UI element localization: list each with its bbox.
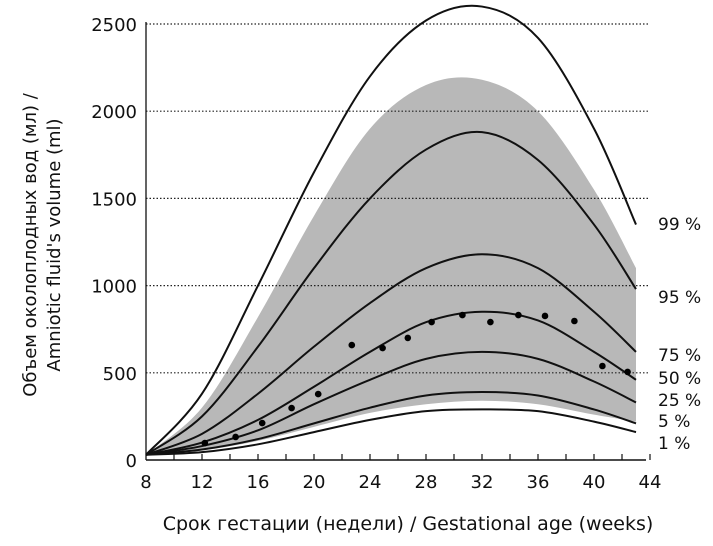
x-tick-label: 28 [415,472,438,493]
y-tick-label: 1000 [91,277,137,298]
y-tick-label: 2000 [91,102,137,123]
percentile-curve [145,310,637,456]
data-point [428,318,435,326]
data-point [348,341,356,349]
data-point [624,368,631,376]
x-tick-label: 8 [140,472,151,493]
percentile-label: 5 % [658,412,690,432]
y-axis-label-line1: Объем околоплодных вод (мл) / [20,92,41,397]
data-point [599,362,606,370]
percentile-curve [145,253,637,456]
data-point [571,317,578,325]
y-axis-label-line2: Amniotic fluid's volume (ml) [44,118,65,371]
data-point [201,439,209,447]
data-point [459,311,466,319]
percentile-label: 99 % [658,215,701,235]
x-tick-label: 32 [471,472,494,493]
data-point [288,404,295,412]
percentile-label: 25 % [658,391,701,411]
x-tick-label: 40 [583,472,606,493]
data-point [232,433,239,441]
percentile-curve [145,4,637,456]
x-tick-label: 12 [191,472,214,493]
x-tick-label: 44 [639,472,662,493]
y-tick-label: 0 [126,451,137,472]
data-point [314,390,322,398]
percentile-band [146,77,636,455]
data-point [404,334,412,342]
x-tick-label: 36 [527,472,550,493]
data-point [515,311,522,319]
percentile-curve [145,408,637,456]
percentile-label: 75 % [658,346,701,366]
percentile-label: 1 % [658,434,690,454]
data-point [258,419,266,427]
y-tick-label: 500 [103,364,137,385]
data-point [379,344,386,352]
percentile-curve [145,350,637,456]
y-tick-label: 1500 [91,189,137,210]
x-tick-label: 24 [359,472,382,493]
percentile-label: 95 % [658,288,701,308]
data-point [487,318,494,326]
percentile-curve [145,390,637,456]
x-tick-label: 16 [247,472,270,493]
percentile-label: 50 % [658,369,701,389]
x-axis-label: Срок гестации (недели) / Gestational age… [163,513,654,535]
data-point [541,312,549,320]
percentile-curve [145,130,637,456]
x-tick-label: 20 [303,472,326,493]
y-tick-label: 2500 [91,15,137,36]
